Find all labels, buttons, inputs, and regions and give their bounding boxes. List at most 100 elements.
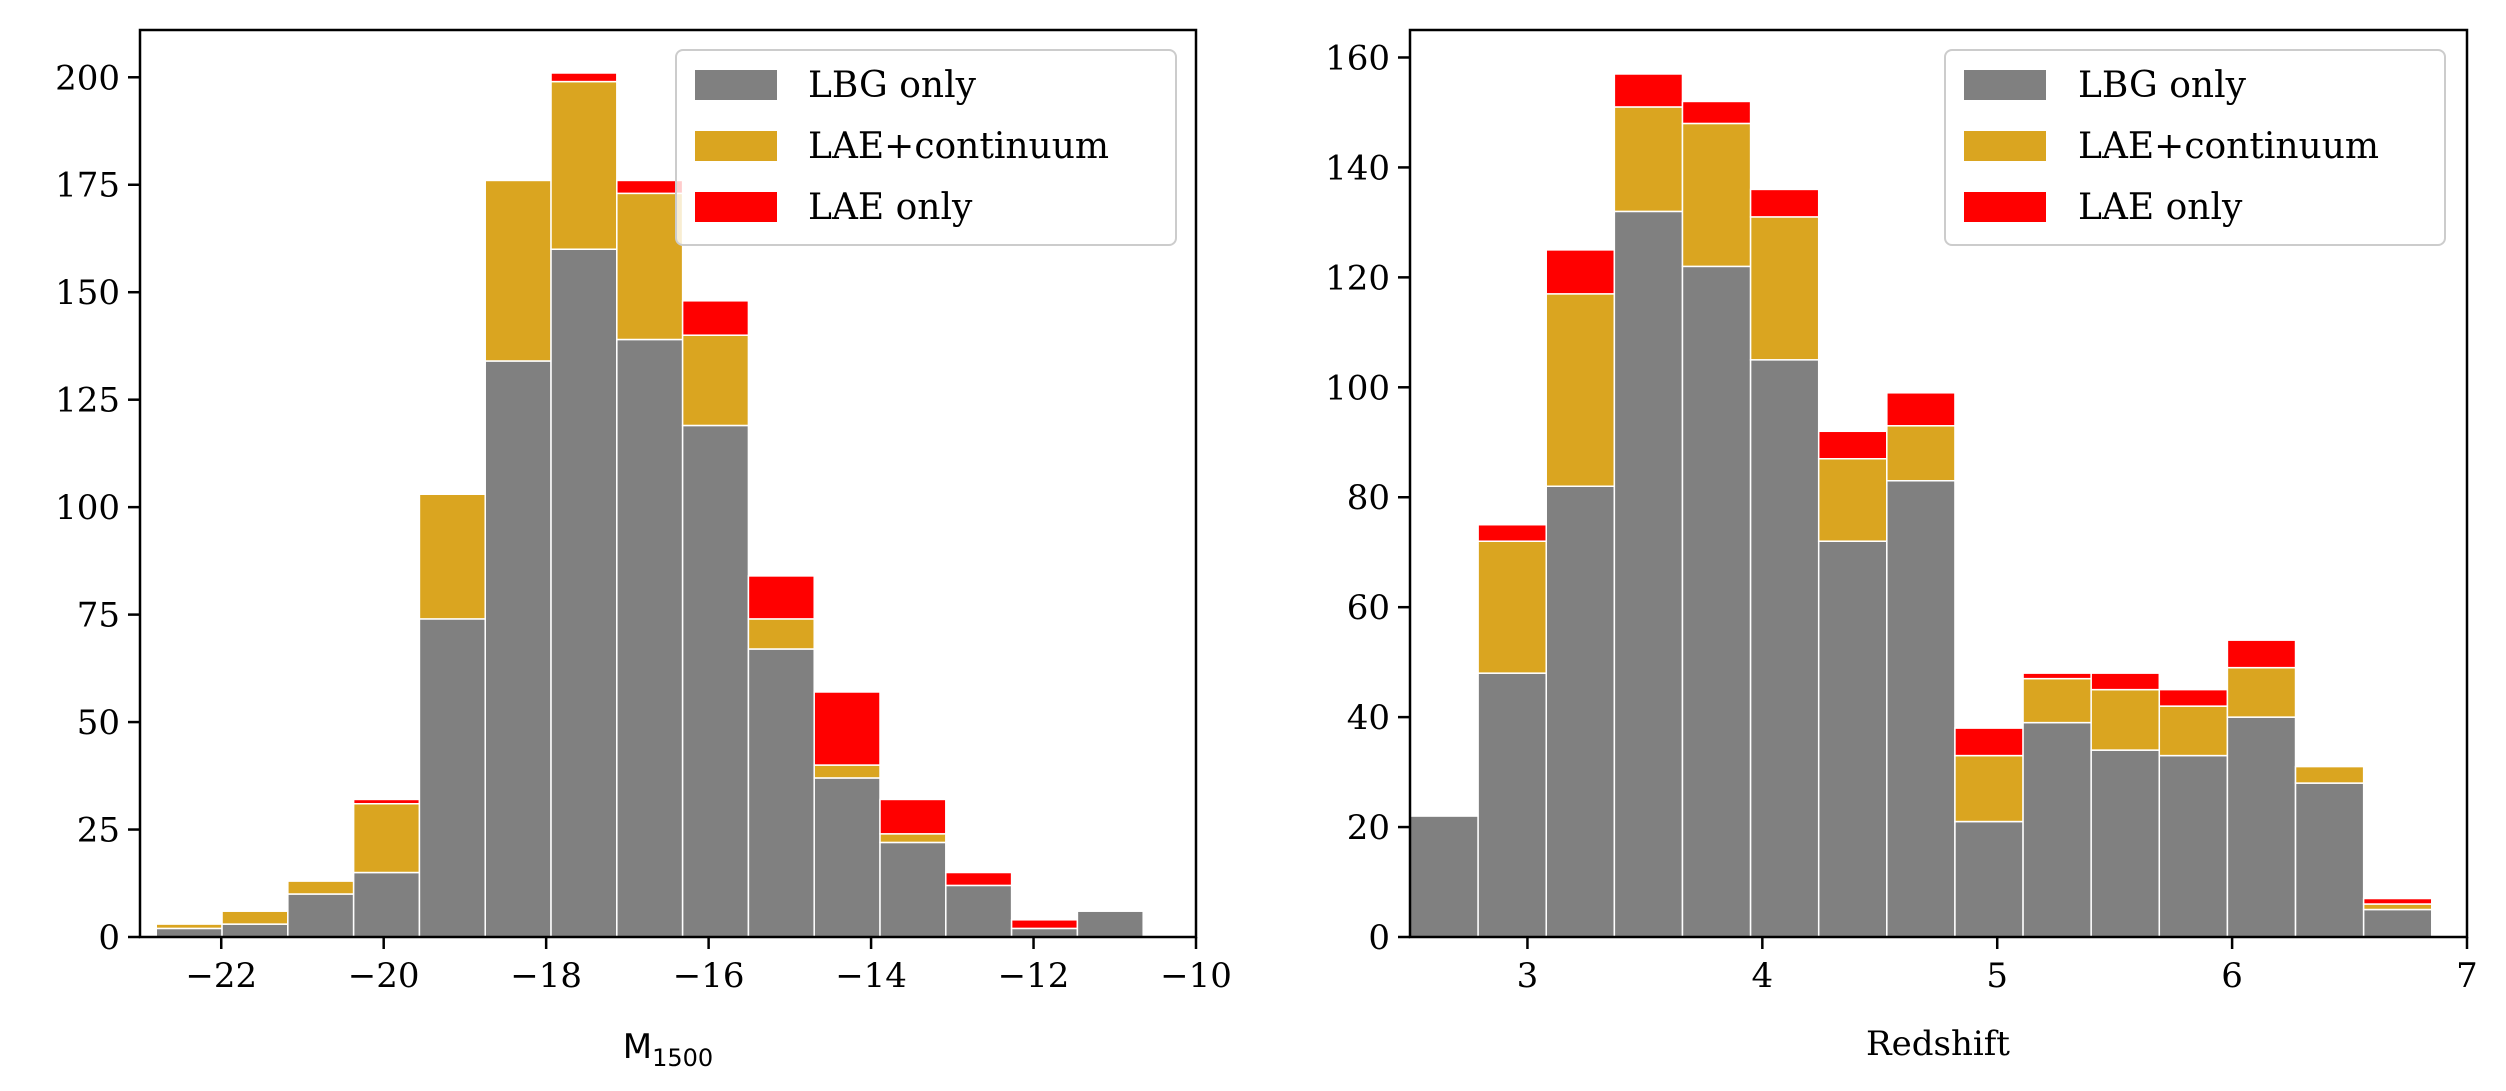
right-bar-lbg-only-6 — [1817, 540, 1888, 938]
left-bar-lbg-only-1 — [221, 923, 289, 938]
right-bar-lbg-only-12 — [2226, 716, 2297, 938]
left-chart-bars — [155, 72, 1144, 938]
left-legend-frame — [675, 49, 1177, 246]
left-bar-lae-only-12 — [945, 871, 1013, 887]
left-bar-lae-only-11 — [879, 798, 947, 835]
right-bar-lbg-only-0 — [1409, 815, 1479, 938]
right-ytick-label-7: 140 — [1325, 148, 1390, 188]
right-bar-lae-continuum-10 — [2090, 688, 2161, 751]
right-xtick-label-2: 5 — [1986, 956, 2008, 996]
left-ytick-label-6: 150 — [55, 273, 120, 313]
right-bar-lae-continuum-12 — [2226, 666, 2297, 718]
right-xtick-label-0: 3 — [1517, 956, 1539, 996]
right-bar-lbg-only-3 — [1613, 210, 1684, 938]
left-xtick-label-2: −18 — [510, 956, 582, 996]
right-bar-lae-continuum-3 — [1613, 106, 1684, 213]
right-legend-label-lae-only: LAE only — [2078, 187, 2243, 228]
left-bar-lae-continuum-6 — [550, 80, 618, 250]
left-chart-y-axis: 0 25 50 75 100 125 150 175 200 — [55, 58, 140, 958]
right-ytick-label-8: 160 — [1325, 38, 1390, 78]
right-bar-lae-continuum-1 — [1477, 540, 1547, 674]
left-bar-lae-only-7 — [616, 179, 684, 195]
left-bar-lbg-only-14 — [1076, 910, 1144, 938]
right-bar-lae-only-14 — [2362, 897, 2433, 905]
left-bar-lbg-only-6 — [550, 248, 618, 938]
left-bar-lbg-only-2 — [287, 893, 355, 938]
right-bar-lae-continuum-9 — [2022, 677, 2092, 724]
left-bar-lae-continuum-9 — [747, 618, 815, 650]
right-legend-swatch-lae-continuum — [1964, 131, 2046, 161]
right-ytick-label-6: 120 — [1325, 258, 1390, 298]
left-bar-lae-continuum-11 — [879, 833, 947, 844]
right-ytick-label-0: 0 — [1368, 918, 1390, 958]
right-bar-lae-continuum-13 — [2294, 765, 2365, 784]
left-bar-lae-only-3 — [352, 798, 421, 805]
left-legend-swatch-lae-continuum — [695, 131, 777, 161]
right-bar-lae-continuum-14 — [2362, 903, 2433, 911]
right-bar-lae-only-7 — [1886, 392, 1956, 427]
left-bar-lbg-only-0 — [155, 927, 223, 938]
right-bar-lae-continuum-4 — [1681, 122, 1752, 268]
right-bar-lae-only-11 — [2158, 688, 2229, 707]
left-bar-lbg-only-9 — [747, 648, 815, 938]
left-chart-legend: LBG only LAE+continuum LAE only — [675, 49, 1177, 246]
right-xtick-label-1: 4 — [1752, 956, 1774, 996]
right-bar-lbg-only-4 — [1681, 265, 1752, 938]
right-chart-bars — [1409, 73, 2433, 938]
left-xtick-label-4: −14 — [835, 956, 907, 996]
left-bar-lae-continuum-5 — [484, 179, 552, 362]
left-xtick-label-3: −16 — [673, 956, 745, 996]
left-legend-label-lae-continuum: LAE+continuum — [808, 126, 1109, 167]
left-ytick-label-8: 200 — [55, 58, 120, 98]
right-bar-lbg-only-1 — [1477, 672, 1547, 938]
left-legend-swatch-lbg-only — [695, 70, 777, 100]
left-bar-lbg-only-11 — [879, 841, 947, 938]
left-legend-label-lae-only: LAE only — [808, 187, 973, 228]
right-legend-swatch-lbg-only — [1964, 70, 2046, 100]
left-bar-lae-continuum-0 — [155, 923, 223, 930]
left-xtick-label-5: −12 — [998, 956, 1070, 996]
right-ytick-label-5: 100 — [1325, 368, 1390, 408]
left-legend-label-lbg-only: LBG only — [808, 65, 977, 106]
left-bar-lae-only-8 — [681, 300, 750, 336]
left-bar-lae-only-10 — [813, 691, 881, 766]
left-bar-lbg-only-12 — [945, 884, 1013, 938]
left-bar-lbg-only-3 — [352, 871, 421, 938]
right-bar-lbg-only-11 — [2158, 754, 2229, 938]
right-bar-lbg-only-5 — [1749, 359, 1820, 938]
left-bar-lae-continuum-7 — [616, 192, 684, 341]
left-ytick-label-3: 75 — [77, 596, 120, 636]
left-bar-lbg-only-13 — [1010, 927, 1079, 938]
left-bar-lbg-only-10 — [813, 777, 881, 938]
right-ytick-label-4: 80 — [1347, 478, 1390, 518]
left-chart-panel: −22 −20 −18 −16 −14 −12 −10 0 25 50 75 100 125 150 17… — [55, 28, 1232, 1072]
right-ytick-label-3: 60 — [1347, 588, 1390, 628]
left-bar-lae-continuum-4 — [418, 493, 486, 620]
right-chart-xlabel: Redshift — [1866, 1024, 2010, 1064]
right-legend-label-lbg-only: LBG only — [2078, 65, 2247, 106]
right-bar-lae-continuum-2 — [1545, 293, 1616, 487]
right-bar-lbg-only-13 — [2294, 782, 2365, 938]
left-chart-xlabel: M1500 — [623, 1027, 713, 1072]
right-chart-frame — [1408, 28, 2469, 939]
right-bar-lae-only-1 — [1477, 523, 1547, 542]
left-ytick-label-5: 125 — [55, 381, 120, 421]
left-xtick-label-0: −22 — [185, 956, 257, 996]
right-bar-lbg-only-7 — [1886, 480, 1956, 938]
right-bar-lae-only-8 — [1954, 727, 2024, 757]
right-bar-lae-continuum-7 — [1886, 425, 1956, 482]
right-chart-x-axis: 3 4 5 6 7 — [1517, 937, 2478, 996]
right-bar-lae-only-2 — [1545, 249, 1616, 295]
left-bar-lbg-only-4 — [418, 618, 486, 938]
left-chart-frame — [138, 28, 1198, 939]
left-ytick-label-1: 25 — [77, 811, 120, 851]
right-bar-lbg-only-14 — [2362, 908, 2433, 938]
left-bar-lae-only-6 — [550, 72, 618, 83]
right-bar-lbg-only-8 — [1954, 820, 2024, 938]
right-bar-lae-only-6 — [1817, 430, 1888, 460]
right-bar-lbg-only-9 — [2022, 721, 2092, 938]
right-bar-lae-only-4 — [1681, 100, 1752, 125]
left-xtick-label-6: −10 — [1160, 956, 1232, 996]
right-legend-label-lae-continuum: LAE+continuum — [2078, 126, 2379, 167]
right-bar-lae-continuum-11 — [2158, 705, 2229, 757]
